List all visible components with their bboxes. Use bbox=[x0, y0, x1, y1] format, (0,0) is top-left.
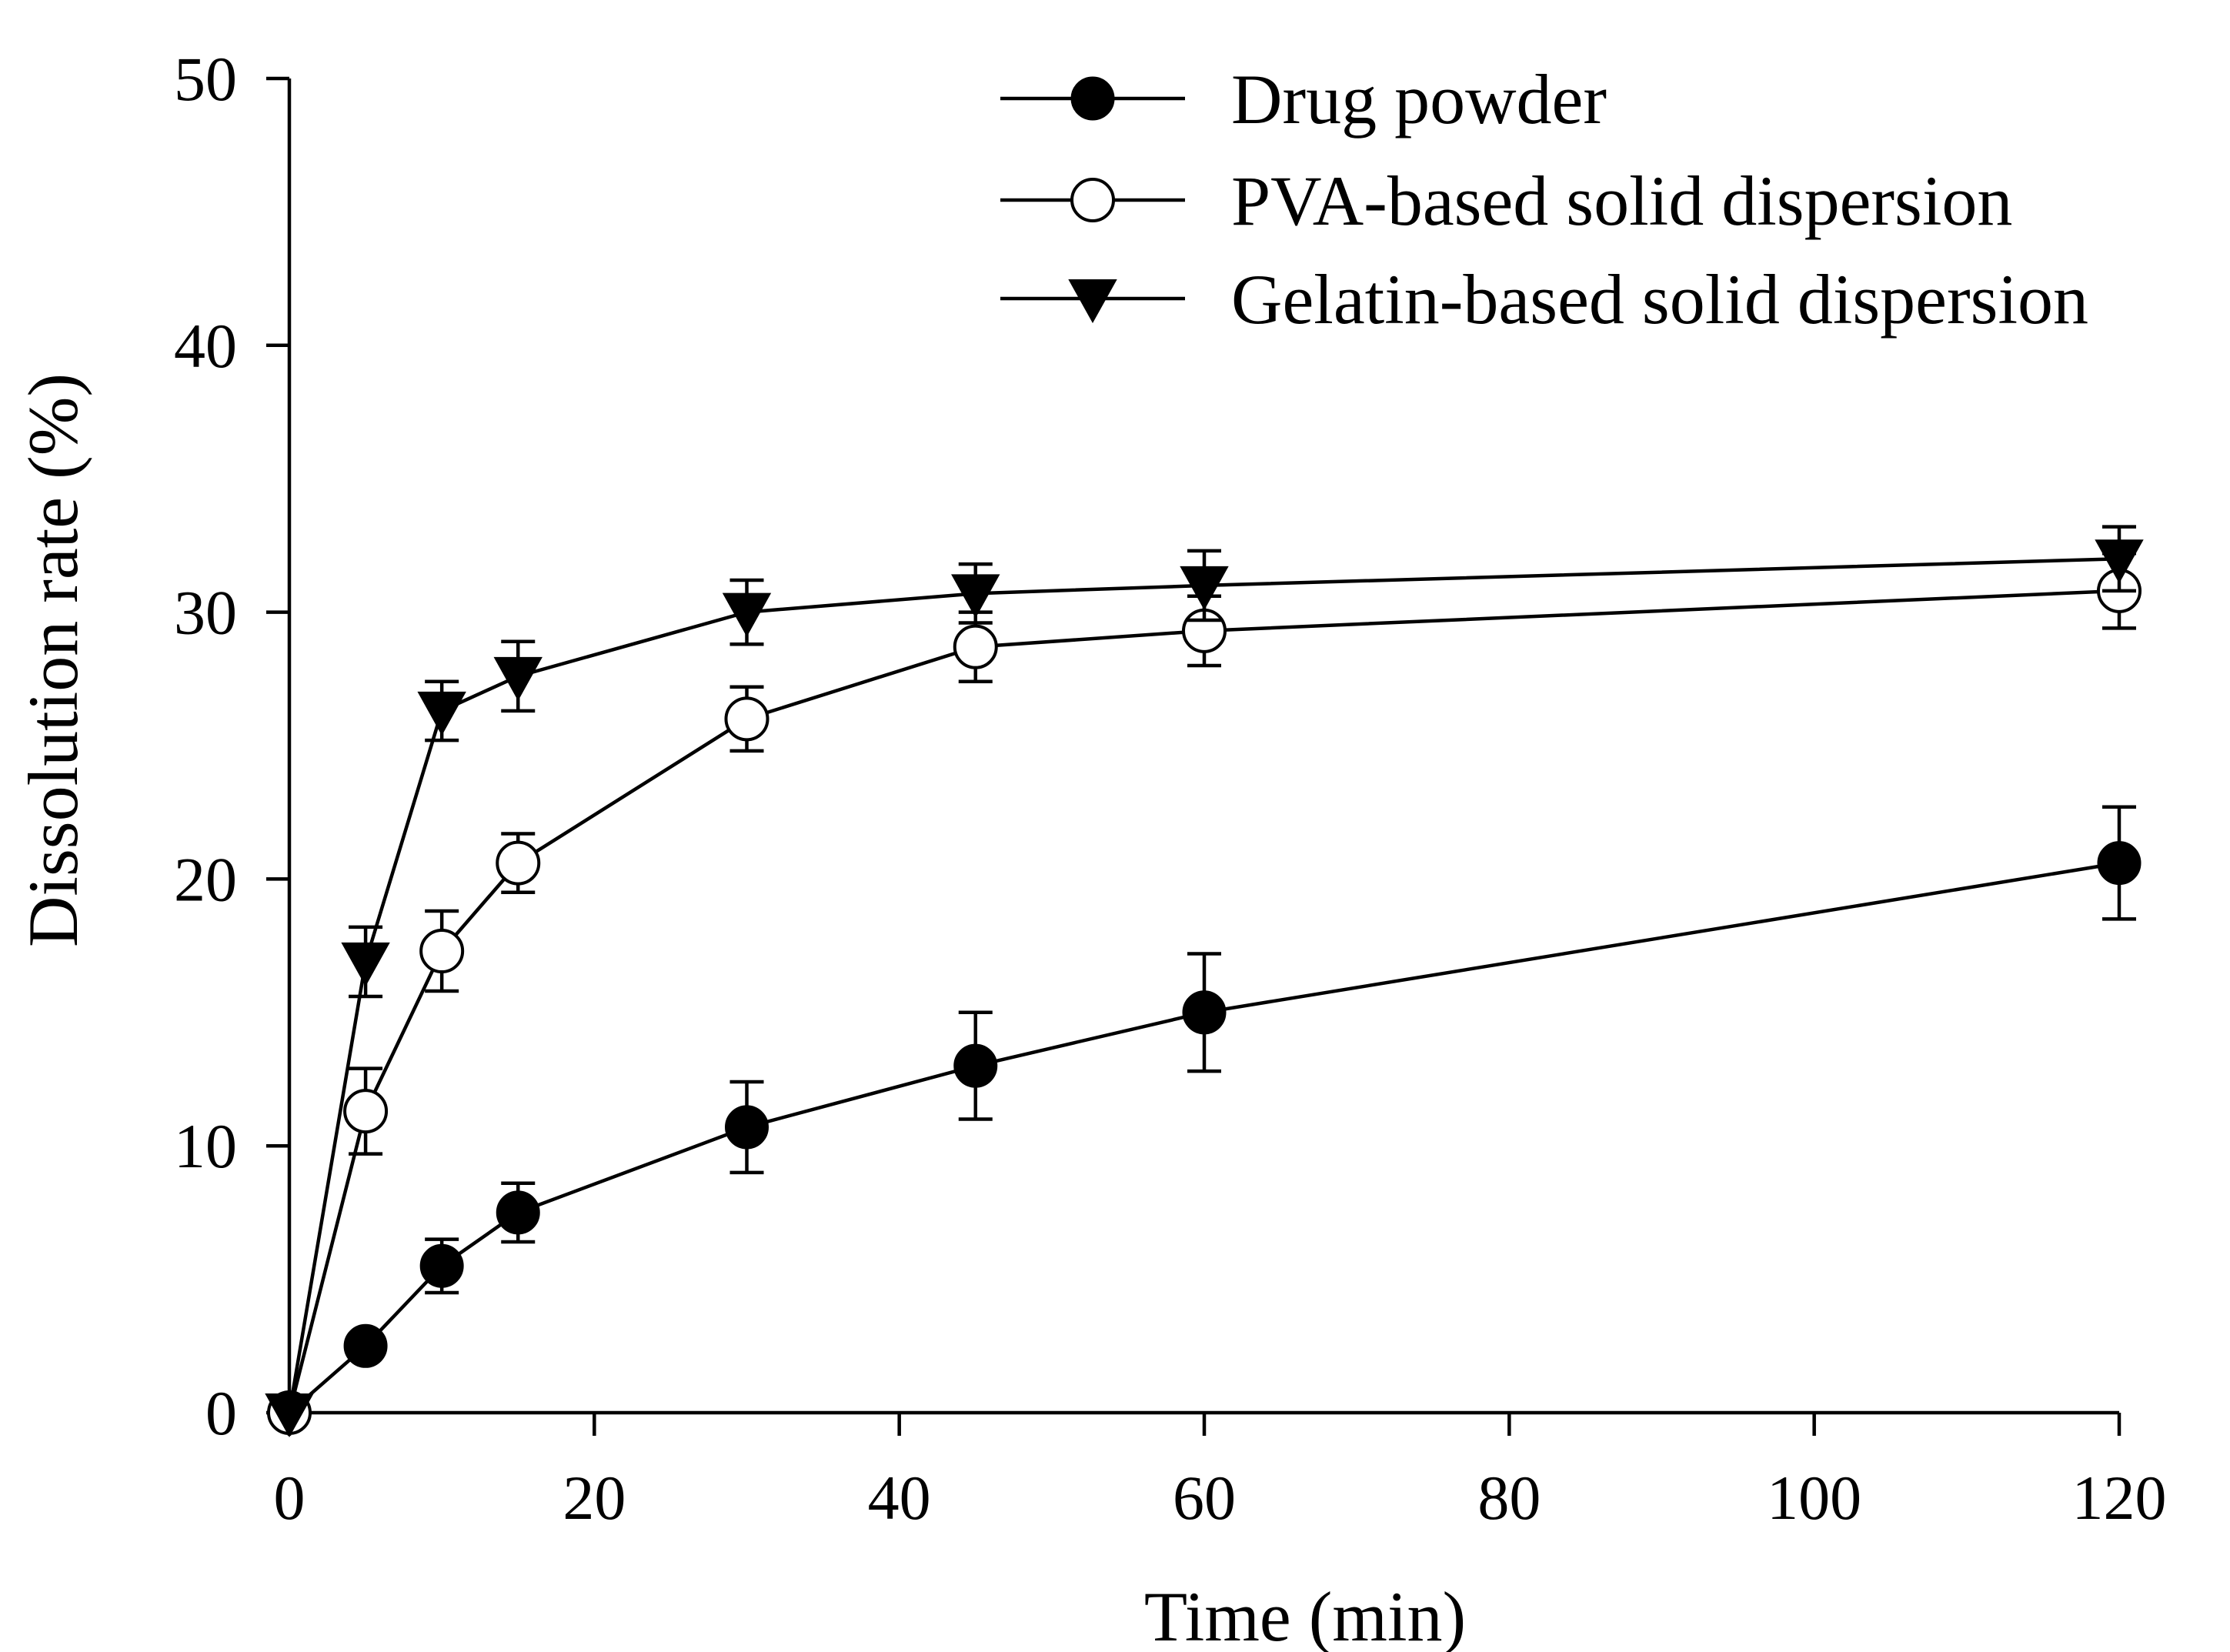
data-point bbox=[1182, 990, 1227, 1035]
legend-label: PVA-based solid dispersion bbox=[1231, 162, 2012, 240]
data-point bbox=[419, 929, 465, 974]
y-tick-label: 20 bbox=[174, 844, 237, 914]
data-point bbox=[724, 696, 769, 742]
series-1 bbox=[267, 805, 2142, 1435]
x-axis-title: Time (min) bbox=[1144, 1577, 1466, 1652]
series-layer bbox=[265, 525, 2144, 1438]
data-point bbox=[951, 574, 1000, 619]
x-tick-label: 60 bbox=[1173, 1463, 1236, 1533]
data-point bbox=[2095, 539, 2144, 584]
series-line bbox=[288, 861, 2120, 1414]
data-point bbox=[493, 656, 542, 701]
x-tick-label: 40 bbox=[868, 1463, 931, 1533]
data-point bbox=[419, 1243, 464, 1288]
series-2 bbox=[267, 552, 2142, 1435]
series-line bbox=[287, 589, 2120, 1413]
data-point bbox=[725, 1105, 769, 1150]
legend-label: Drug powder bbox=[1231, 60, 1607, 139]
data-point bbox=[265, 1393, 314, 1438]
data-point bbox=[722, 592, 772, 637]
legend-label: Gelatin-based solid dispersion bbox=[1231, 260, 2088, 339]
data-point bbox=[417, 691, 466, 736]
legend-marker bbox=[1070, 178, 1115, 222]
y-axis-title: Dissolution rate (%) bbox=[14, 373, 92, 947]
x-tick-label: 20 bbox=[563, 1463, 626, 1533]
x-tick-label: 0 bbox=[274, 1463, 305, 1533]
legend-marker bbox=[1068, 279, 1117, 324]
data-point bbox=[953, 624, 998, 669]
data-point bbox=[1180, 566, 1229, 610]
series-line bbox=[287, 556, 2120, 1413]
y-tick-label: 0 bbox=[205, 1378, 237, 1448]
data-point bbox=[341, 942, 390, 986]
y-tick-label: 40 bbox=[174, 311, 237, 381]
legend-marker bbox=[1070, 76, 1115, 121]
y-tick-label: 30 bbox=[174, 578, 237, 648]
data-point bbox=[496, 1190, 540, 1235]
data-point bbox=[343, 1323, 388, 1368]
x-tick-label: 80 bbox=[1477, 1463, 1541, 1533]
legend: Drug powder PVA-based solid dispersion Gel… bbox=[1000, 60, 2088, 339]
x-tick-label: 120 bbox=[2072, 1463, 2167, 1533]
data-point bbox=[343, 1089, 389, 1134]
y-tick-label: 10 bbox=[174, 1111, 237, 1181]
legend-entry: Drug powder bbox=[1000, 60, 1607, 139]
data-point bbox=[2097, 841, 2142, 886]
y-tick-label: 50 bbox=[174, 44, 237, 114]
legend-entry: PVA-based solid dispersion bbox=[1000, 162, 2012, 240]
data-point bbox=[496, 840, 541, 886]
x-tick-label: 100 bbox=[1767, 1463, 1861, 1533]
legend-entry: Gelatin-based solid dispersion bbox=[1000, 260, 2088, 339]
series-3 bbox=[265, 525, 2144, 1438]
axes: 0 20 40 60 80 100 120 0 10 20 30 40 50 bbox=[174, 44, 2167, 1533]
data-point bbox=[953, 1043, 998, 1088]
